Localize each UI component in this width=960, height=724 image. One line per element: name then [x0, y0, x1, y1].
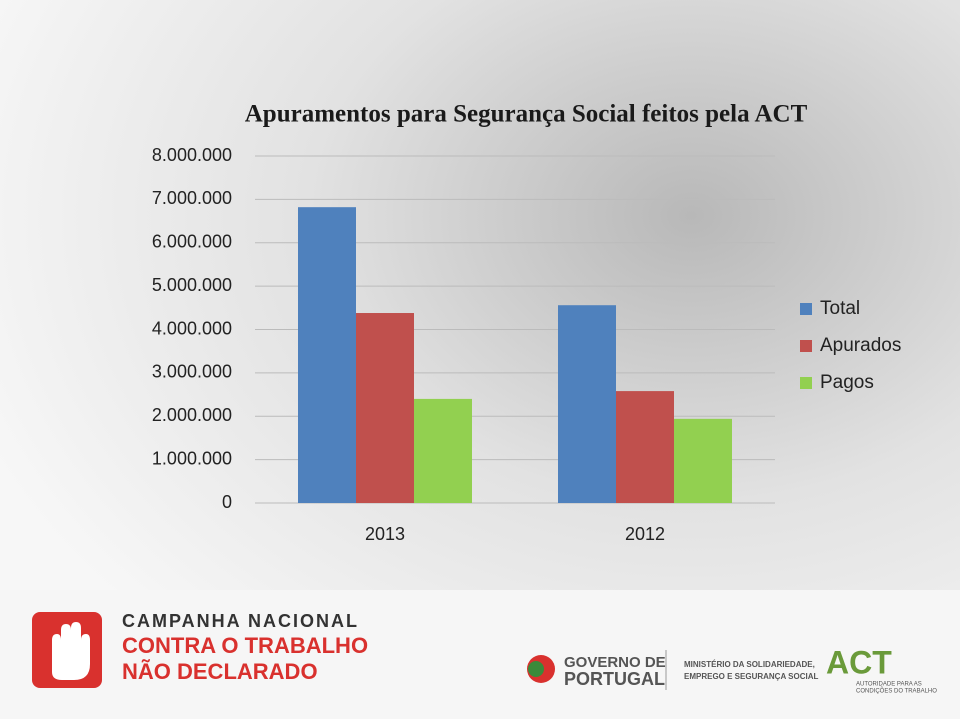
hand-icon: [52, 622, 90, 680]
campaign-line: CONTRA O TRABALHO: [122, 633, 368, 658]
bar: [356, 313, 414, 503]
gov-emblem: [528, 661, 544, 677]
bar: [414, 398, 472, 503]
y-tick-label: 3.000.000: [152, 362, 232, 382]
bar: [298, 207, 356, 503]
act-text: AUTORIDADE PARA AS: [856, 682, 922, 688]
legend-swatch: [800, 377, 812, 389]
ministry-text: EMPREGO E SEGURANÇA SOCIAL: [684, 672, 818, 681]
bar: [616, 391, 674, 503]
footer-band: [0, 590, 960, 719]
chart-title: Apuramentos para Segurança Social feitos…: [245, 101, 808, 128]
y-tick-label: 1.000.000: [152, 448, 232, 468]
y-tick-label: 7.000.000: [152, 188, 232, 208]
legend-swatch: [800, 340, 812, 352]
legend-swatch: [800, 303, 812, 315]
y-tick-label: 0: [222, 492, 232, 512]
gov-text: GOVERNO DE: [564, 654, 666, 671]
legend-label: Total: [820, 298, 860, 319]
act-text: CONDIÇÕES DO TRABALHO: [856, 688, 937, 695]
x-tick-label: 2012: [625, 524, 665, 544]
legend-label: Pagos: [820, 372, 874, 393]
y-tick-label: 2.000.000: [152, 405, 232, 425]
y-tick-label: 6.000.000: [152, 232, 232, 252]
campaign-line: NÃO DECLARADO: [122, 659, 318, 684]
legend-label: Apurados: [820, 335, 901, 356]
x-tick-label: 2013: [365, 524, 405, 544]
y-tick-label: 8.000.000: [152, 145, 232, 165]
y-tick-label: 5.000.000: [152, 275, 232, 295]
campaign-line: CAMPANHA NACIONAL: [122, 611, 359, 631]
gov-text: PORTUGAL: [564, 669, 665, 689]
ministry-text: MINISTÉRIO DA SOLIDARIEDADE,: [684, 660, 815, 669]
chart: 0 1.000.000 2.000.000 3.000.000 4.000.000 5.0…: [152, 145, 901, 544]
act-logo: ACT: [826, 644, 892, 680]
y-tick-label: 4.000.000: [152, 318, 232, 338]
bar: [558, 305, 616, 503]
bar: [674, 418, 732, 503]
